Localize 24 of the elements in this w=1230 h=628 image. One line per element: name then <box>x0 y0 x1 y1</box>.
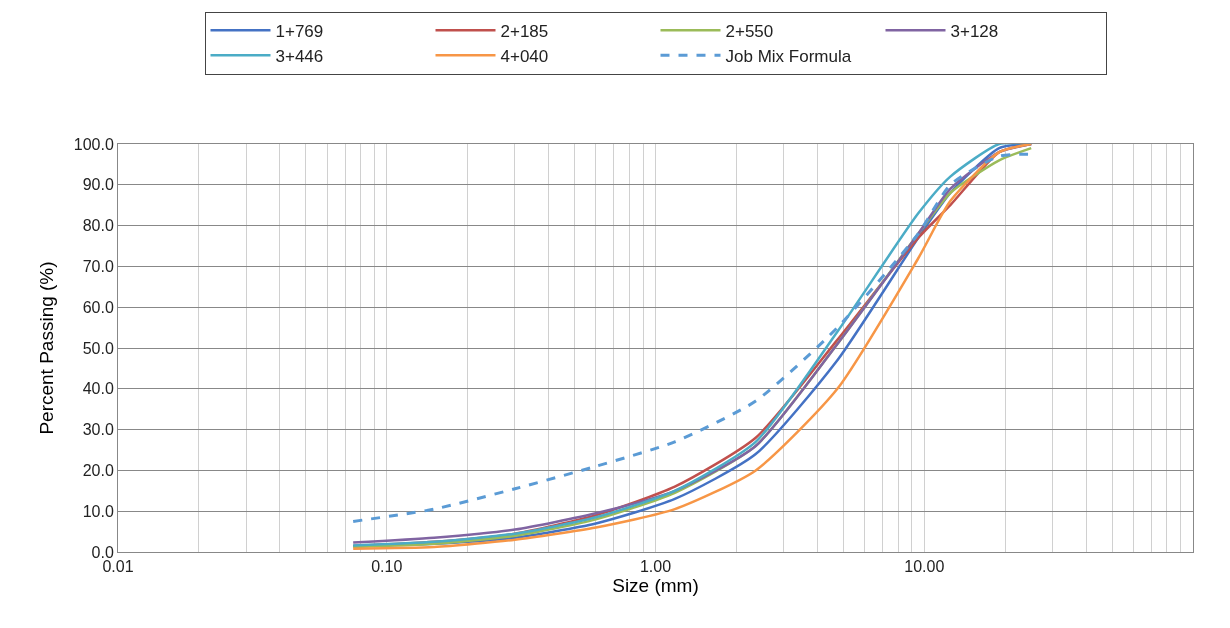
legend-label: 3+446 <box>275 46 324 66</box>
legend-label: 3+128 <box>950 21 999 41</box>
legend-label: 2+550 <box>725 21 774 41</box>
x-tick-label: 0.10 <box>371 558 403 576</box>
x-tick-label: 10.00 <box>904 558 945 576</box>
y-tick-label: 50.0 <box>82 339 114 357</box>
x-tick-label: 0.01 <box>102 558 134 576</box>
y-tick-label: 40.0 <box>82 380 114 398</box>
legend-label: Job Mix Formula <box>725 46 852 66</box>
x-axis-title: Size (mm) <box>612 575 699 597</box>
y-tick-label: 70.0 <box>82 258 114 275</box>
y-tick-label: 20.0 <box>82 462 114 479</box>
y-tick-label: 0.0 <box>91 543 114 561</box>
legend-label: 4+040 <box>500 46 549 66</box>
y-tick-label: 30.0 <box>82 421 114 439</box>
legend-label: 1+769 <box>275 21 324 41</box>
y-tick-label: 90.0 <box>82 176 114 194</box>
y-tick-label: 10.0 <box>82 502 114 520</box>
y-tick-label: 80.0 <box>82 217 114 235</box>
y-tick-label: 100.0 <box>73 135 114 153</box>
y-axis-title: Percent Passing (%) <box>35 261 57 435</box>
legend-label: 2+185 <box>500 21 549 41</box>
x-tick-label: 1.00 <box>639 558 672 576</box>
y-tick-label: 60.0 <box>82 298 114 316</box>
